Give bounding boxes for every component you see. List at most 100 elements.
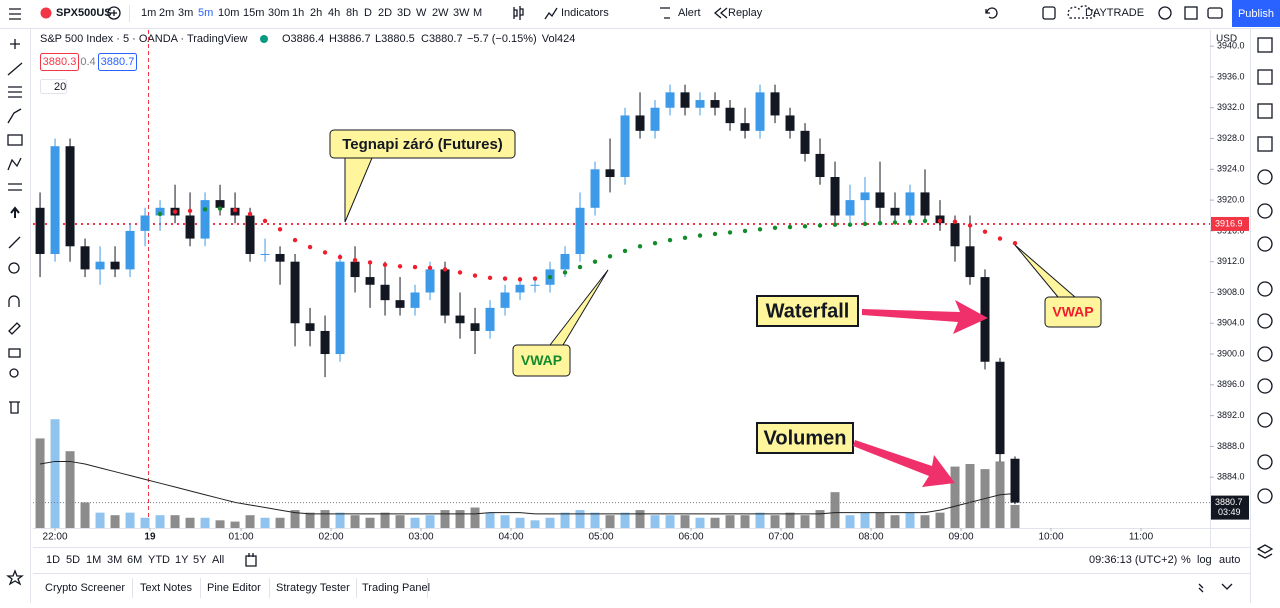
volume-bar <box>845 515 855 528</box>
replay-button[interactable]: Replay <box>728 7 763 19</box>
volume-bar <box>365 517 375 528</box>
interval-button[interactable]: 3D <box>397 7 411 19</box>
panel-tab[interactable]: Strategy Tester <box>276 582 350 594</box>
alert-button[interactable]: Alert <box>678 7 701 19</box>
last-price-label: 3880.7 <box>1215 497 1243 507</box>
vwap-dot <box>622 248 628 254</box>
range-button[interactable]: YTD <box>148 554 170 566</box>
vwap-dot <box>442 267 448 272</box>
interval-button[interactable]: 4h <box>328 7 340 19</box>
candle-body <box>335 261 345 355</box>
vwap-dot <box>1012 241 1018 246</box>
legend-title: S&P 500 Index · 5 · OANDA · TradingView <box>40 33 248 45</box>
collapse-icon[interactable] <box>1198 583 1233 593</box>
fullscreen[interactable] <box>1184 6 1198 20</box>
interval-button[interactable]: 8h <box>346 7 358 19</box>
candle-body <box>50 146 60 254</box>
candle-body <box>410 292 420 308</box>
volume-bar <box>215 520 225 528</box>
vwap-dot <box>727 230 733 235</box>
range-button[interactable]: 6M <box>127 554 142 566</box>
log-toggle[interactable]: log <box>1197 554 1212 566</box>
chart-type-icon[interactable] <box>513 6 524 20</box>
candle-body <box>245 215 255 254</box>
volume-bar <box>590 512 600 528</box>
add-symbol[interactable] <box>107 6 121 20</box>
volume-bar <box>110 515 120 528</box>
candle-body <box>605 169 615 178</box>
candle-body <box>695 100 705 108</box>
panel-tab[interactable]: Pine Editor <box>207 582 261 594</box>
interval-button[interactable]: D <box>364 7 372 19</box>
range-button[interactable]: All <box>212 554 224 566</box>
undo[interactable] <box>985 7 998 19</box>
interval-button[interactable]: 2W <box>432 7 449 19</box>
range-button[interactable]: 1M <box>86 554 101 566</box>
price-label: 3936.0 <box>1217 71 1245 81</box>
fullscreen-select[interactable] <box>1042 6 1056 20</box>
vwap-dot <box>187 208 193 214</box>
ask[interactable]: 3880.7 <box>101 56 135 68</box>
ask-box[interactable] <box>98 53 137 71</box>
interval-button[interactable]: 1h <box>292 7 304 19</box>
vwap-dot <box>697 233 703 238</box>
publish-button-bg[interactable] <box>1232 0 1280 27</box>
time-label: 02:00 <box>319 532 344 543</box>
interval-button[interactable]: 3m <box>178 7 193 19</box>
price-label: 3940.0 <box>1217 41 1245 51</box>
vwap-dot <box>532 276 538 281</box>
panel-tab[interactable]: Text Notes <box>140 582 192 594</box>
indicators-button[interactable]: Indicators <box>561 7 609 19</box>
price-label: 3884.0 <box>1217 472 1245 482</box>
volume-bar <box>935 512 945 528</box>
candle-body <box>965 246 975 278</box>
layout-name[interactable]: DAYTRADE <box>1085 7 1144 19</box>
range-button[interactable]: 3M <box>107 554 122 566</box>
range-button[interactable]: 1D <box>46 554 60 566</box>
settings[interactable] <box>1158 6 1172 20</box>
interval-button[interactable]: 1m <box>141 7 156 19</box>
range-button[interactable]: 5Y <box>193 554 207 566</box>
interval-button[interactable]: 30m <box>268 7 289 19</box>
interval-button[interactable]: 2h <box>310 7 322 19</box>
ma-length: 20 <box>54 81 66 93</box>
symbol[interactable]: SPX500US <box>56 7 112 19</box>
ma-box[interactable] <box>40 79 67 94</box>
candle-body <box>560 253 570 270</box>
bid[interactable]: 3880.3 <box>43 56 77 68</box>
percent-toggle[interactable]: % <box>1181 554 1191 566</box>
date-range-icon[interactable] <box>245 553 257 567</box>
time-label: 10:00 <box>1038 532 1063 543</box>
panel-tab[interactable]: Trading Panel <box>362 582 430 594</box>
vwap-dot <box>397 264 403 269</box>
currency[interactable]: USD <box>1216 34 1237 45</box>
vwap-dot <box>157 211 163 217</box>
interval-button[interactable]: 10m <box>218 7 239 19</box>
interval-button[interactable]: 15m <box>243 7 264 19</box>
range-button[interactable]: 5D <box>66 554 80 566</box>
publish-button[interactable]: Publish <box>1238 8 1274 20</box>
vwap-dot <box>307 244 313 250</box>
interval-button[interactable]: W <box>416 7 427 19</box>
menu-icon[interactable] <box>9 8 21 20</box>
interval-button[interactable]: 5m <box>198 7 213 19</box>
interval-button[interactable]: 2m <box>159 7 174 19</box>
previous-close-label: 3916.9 <box>1215 218 1243 228</box>
interval-button[interactable]: 2D <box>378 7 392 19</box>
vwap-dot <box>637 244 643 249</box>
volume-bar <box>335 512 345 528</box>
volume-bar <box>860 512 870 528</box>
bid-box[interactable] <box>40 53 79 71</box>
interval-button[interactable]: M <box>473 7 482 19</box>
replay-icon <box>713 7 728 19</box>
snapshot[interactable] <box>1207 7 1223 19</box>
vwap-dot <box>817 223 823 228</box>
range-button[interactable]: 1Y <box>175 554 189 566</box>
candle-body <box>845 200 855 216</box>
auto-toggle[interactable]: auto <box>1219 554 1240 566</box>
panel-tab[interactable]: Crypto Screener <box>45 582 125 594</box>
candle-body <box>365 277 375 285</box>
interval-button[interactable]: 3W <box>453 7 470 19</box>
